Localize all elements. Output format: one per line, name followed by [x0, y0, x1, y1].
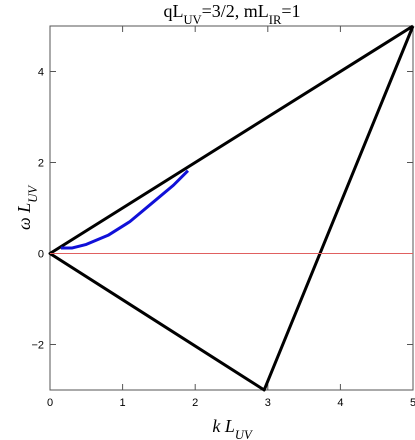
chart-title-sub: IR — [269, 13, 282, 27]
x-tick-label: 5 — [410, 397, 415, 409]
curve — [60, 169, 190, 250]
plot-frame — [49, 25, 414, 391]
x-tick-label: 1 — [120, 397, 126, 409]
chart-title-part: =3/2, mL — [202, 1, 269, 21]
y-axis-label: ω LUV — [14, 185, 40, 230]
x-axis-label-part: k L — [212, 416, 235, 436]
y-axis-label-part: ω L — [14, 203, 34, 230]
x-tick-label: 0 — [47, 397, 53, 409]
chart-title: qLUV=3/2, mLIR=1 — [163, 1, 300, 27]
chart-title-part: =1 — [281, 1, 300, 21]
y-axis-label-sub: UV — [26, 185, 40, 203]
y-tick-label: 2 — [38, 158, 44, 170]
x-tick-label: 3 — [265, 397, 271, 409]
y-tick-label: 4 — [38, 67, 44, 79]
y-tick-label: −2 — [31, 340, 44, 352]
x-tick-label: 2 — [192, 397, 198, 409]
curve — [48, 24, 415, 392]
y-tick-label: 0 — [38, 249, 44, 261]
chart-title-part: qL — [163, 1, 183, 21]
x-axis-label: k LUV — [212, 416, 253, 440]
x-axis-label-sub: UV — [235, 428, 253, 440]
chart-title-sub: UV — [183, 13, 201, 27]
x-tick-label: 4 — [337, 397, 343, 409]
